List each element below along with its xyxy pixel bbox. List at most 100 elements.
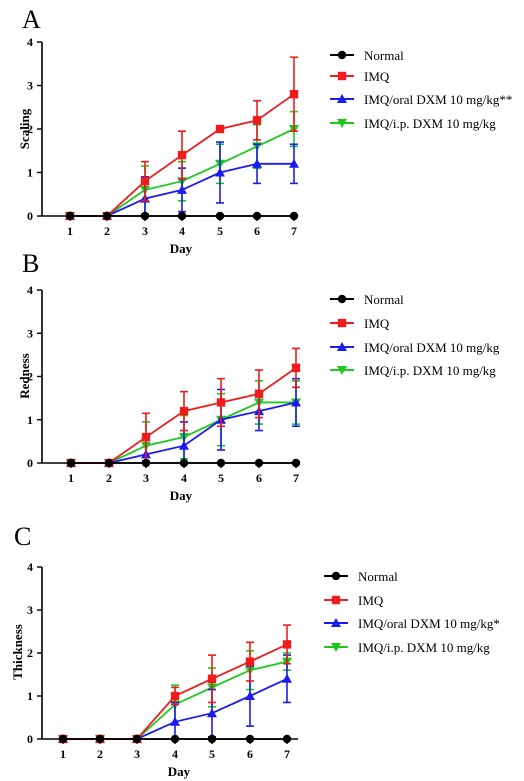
data-point xyxy=(207,674,217,683)
x-tick-label: 3 xyxy=(134,747,140,761)
x-tick-label: 5 xyxy=(217,224,223,238)
x-axis-label: Day xyxy=(170,241,193,256)
data-point xyxy=(282,734,292,744)
legend-item: IMQ/i.p. DXM 10 mg/kg xyxy=(324,640,490,655)
x-tick-label: 4 xyxy=(179,224,185,238)
y-tick-label: 2 xyxy=(27,122,33,136)
series-0 xyxy=(66,458,301,468)
legend-item: IMQ/i.p. DXM 10 mg/kg xyxy=(330,363,496,378)
data-point xyxy=(245,691,255,700)
legend-label: Normal xyxy=(364,292,404,307)
data-point xyxy=(170,716,180,726)
x-tick-label: 4 xyxy=(181,471,187,485)
y-tick-label: 0 xyxy=(27,456,33,470)
x-axis-label: Day xyxy=(168,764,191,779)
data-point xyxy=(65,211,75,221)
legend-marker xyxy=(337,318,347,328)
legend-item: IMQ/oral DXM 10 mg/kg** xyxy=(330,92,512,107)
legend-marker xyxy=(331,618,341,627)
legend-marker xyxy=(337,342,347,351)
x-tick-label: 4 xyxy=(172,747,178,761)
data-point xyxy=(179,406,189,416)
data-point xyxy=(252,158,262,168)
data-point xyxy=(179,440,189,450)
legend-label: IMQ/i.p. DXM 10 mg/kg xyxy=(358,640,490,655)
data-point xyxy=(207,734,217,744)
legend-item: IMQ xyxy=(330,69,390,84)
x-tick-label: 3 xyxy=(142,224,148,238)
legend-item: Normal xyxy=(324,569,398,584)
data-point xyxy=(140,211,150,221)
y-tick-label: 4 xyxy=(27,35,33,49)
data-point xyxy=(245,734,255,744)
data-point xyxy=(132,734,142,744)
y-tick-label: 2 xyxy=(27,646,33,660)
data-point xyxy=(252,116,262,125)
chart-panel-c: C 0 1 2 3 4 1 2 3 4 5 6 7 Day Thickness Normal IMQ IMQ/or… xyxy=(10,522,500,779)
x-tick-label: 7 xyxy=(293,471,299,485)
data-point xyxy=(215,124,225,134)
x-tick-label: 1 xyxy=(67,224,73,238)
legend-label: IMQ/oral DXM 10 mg/kg** xyxy=(364,92,512,107)
data-point xyxy=(254,389,264,398)
y-axis-label: Thickness xyxy=(10,624,25,680)
data-point xyxy=(177,211,187,221)
legend-marker xyxy=(331,571,341,581)
legend-label: IMQ xyxy=(358,593,384,608)
x-tick-label: 7 xyxy=(291,224,297,238)
legend-marker xyxy=(337,71,347,81)
data-point xyxy=(216,398,226,407)
data-point xyxy=(177,150,187,160)
legend-marker xyxy=(337,366,347,375)
legend-item: IMQ/i.p. DXM 10 mg/kg xyxy=(330,116,496,131)
y-tick-label: 4 xyxy=(27,283,33,297)
x-tick-label: 2 xyxy=(106,471,112,485)
data-point xyxy=(104,458,114,468)
x-tick-label: 6 xyxy=(247,747,253,761)
x-tick-label: 7 xyxy=(284,747,290,761)
data-point xyxy=(141,458,151,468)
legend-item: Normal xyxy=(330,292,404,307)
panel-letter: B xyxy=(22,249,39,278)
data-point xyxy=(66,458,76,468)
data-point xyxy=(58,734,68,744)
data-point xyxy=(282,640,292,649)
legend-marker xyxy=(337,94,347,103)
y-tick-label: 1 xyxy=(27,413,33,427)
data-point xyxy=(282,673,292,683)
x-tick-label: 2 xyxy=(104,224,110,238)
legend-item: Normal xyxy=(330,48,404,63)
data-point xyxy=(216,458,226,468)
y-tick-label: 1 xyxy=(27,689,33,703)
legend-marker xyxy=(337,50,347,60)
y-axis-label: Redness xyxy=(17,353,32,399)
series-0 xyxy=(58,734,292,744)
legend-label: Normal xyxy=(358,569,398,584)
legend-label: IMQ xyxy=(364,316,390,331)
x-axis-label: Day xyxy=(170,488,193,503)
x-tick-label: 1 xyxy=(60,747,66,761)
x-tick-label: 6 xyxy=(254,224,260,238)
y-tick-label: 3 xyxy=(27,326,33,340)
chart-panel-b: B 0 1 2 3 4 1 2 3 4 5 6 7 Day Redness Normal IMQ IMQ/oral… xyxy=(17,249,500,503)
x-tick-label: 5 xyxy=(218,471,224,485)
legend-item: IMQ/oral DXM 10 mg/kg* xyxy=(324,616,500,631)
data-point xyxy=(170,734,180,744)
data-point xyxy=(291,363,301,373)
x-tick-label: 1 xyxy=(68,471,74,485)
data-point xyxy=(245,657,255,666)
x-tick-label: 5 xyxy=(209,747,215,761)
y-tick-label: 3 xyxy=(27,79,33,93)
data-point xyxy=(102,211,112,221)
chart-panel-a: A 0 1 2 3 4 1 2 3 4 5 6 7 Day Scaling Normal IMQ IMQ/oral… xyxy=(17,5,512,256)
legend-marker xyxy=(337,119,347,128)
data-point xyxy=(254,458,264,468)
legend-label: IMQ/oral DXM 10 mg/kg* xyxy=(358,616,500,631)
data-point xyxy=(291,458,301,468)
legend-label: IMQ/i.p. DXM 10 mg/kg xyxy=(364,363,496,378)
data-point xyxy=(170,691,180,701)
data-point xyxy=(177,184,187,194)
data-point xyxy=(141,432,151,442)
y-tick-label: 4 xyxy=(27,560,33,574)
